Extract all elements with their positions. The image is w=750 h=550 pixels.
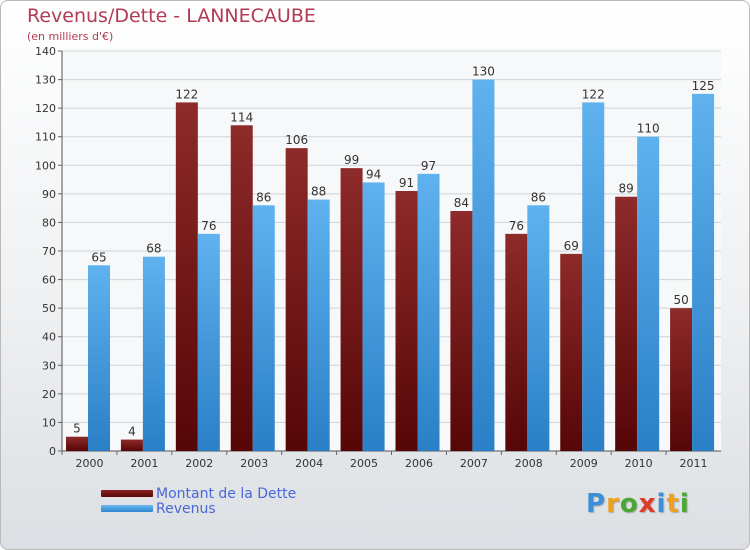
x-tick-label: 2000	[75, 457, 103, 470]
data-label-dette: 99	[344, 153, 359, 167]
x-tick-label: 2005	[350, 457, 378, 470]
y-tick-label: 10	[42, 416, 56, 429]
data-label-revenus: 110	[637, 122, 660, 136]
bar-dette	[450, 211, 473, 451]
legend-label-revenus: Revenus	[156, 500, 216, 517]
data-label-revenus: 86	[256, 190, 271, 204]
bar-revenus	[88, 265, 110, 451]
legend-item-dette: Montant de la Dette	[101, 485, 297, 502]
y-tick-label: 140	[35, 45, 56, 58]
legend: Montant de la Dette Revenus	[101, 485, 297, 517]
x-tick-label: 2007	[460, 457, 488, 470]
x-tick-label: 2002	[185, 457, 213, 470]
data-label-dette: 114	[230, 110, 253, 124]
y-tick-label: 50	[42, 302, 56, 315]
legend-label-dette: Montant de la Dette	[156, 485, 297, 502]
bar-dette	[560, 253, 583, 451]
bar-revenus	[582, 102, 605, 451]
bar-dette	[285, 148, 308, 451]
logo-letter: o	[619, 489, 639, 519]
logo-letter: i	[656, 489, 667, 519]
x-tick-label: 2001	[130, 457, 158, 470]
data-label-revenus: 130	[472, 65, 495, 79]
bar-dette	[670, 308, 693, 451]
data-label-dette: 91	[399, 176, 414, 190]
x-tick-label: 2003	[240, 457, 268, 470]
data-label-dette: 50	[673, 293, 688, 307]
bar-revenus	[252, 205, 275, 451]
y-tick-label: 60	[42, 274, 56, 287]
chart-title: Revenus/Dette - LANNECAUBE	[27, 5, 316, 27]
bar-revenus	[417, 173, 440, 451]
bar-dette	[615, 196, 638, 451]
y-tick-label: 90	[42, 188, 56, 201]
bar-revenus	[527, 205, 550, 451]
y-tick-label: 20	[42, 388, 56, 401]
y-tick-label: 120	[35, 102, 56, 115]
logo-letter: x	[638, 489, 657, 519]
data-label-revenus: 97	[421, 159, 436, 173]
data-label-dette: 76	[509, 219, 524, 233]
x-tick-label: 2006	[405, 457, 433, 470]
data-label-revenus: 125	[692, 79, 715, 93]
data-label-dette: 122	[175, 87, 198, 101]
y-tick-label: 100	[35, 159, 56, 172]
data-label-revenus: 122	[582, 87, 605, 101]
data-label-dette: 5	[73, 422, 81, 436]
y-tick-label: 80	[42, 216, 56, 229]
x-tick-label: 2009	[570, 457, 598, 470]
x-tick-label: 2011	[680, 457, 708, 470]
bar-dette	[66, 436, 88, 451]
bar-dette	[230, 125, 253, 452]
bar-dette	[395, 191, 418, 451]
data-label-dette: 84	[454, 196, 469, 210]
data-label-revenus: 65	[91, 250, 106, 264]
proxiti-logo: Proxiti	[586, 489, 690, 519]
bar-dette	[120, 439, 143, 451]
chart-subtitle: (en milliers d'€)	[27, 30, 114, 43]
x-tick-label: 2008	[515, 457, 543, 470]
bar-revenus	[692, 93, 715, 451]
y-tick-label: 70	[42, 245, 56, 258]
legend-item-revenus: Revenus	[101, 500, 296, 517]
logo-letter: r	[606, 489, 620, 519]
bar-revenus	[362, 182, 385, 451]
bar-revenus	[307, 199, 330, 451]
data-label-revenus: 76	[201, 219, 216, 233]
data-label-revenus: 68	[146, 242, 161, 256]
logo-letter: P	[586, 489, 607, 519]
y-tick-label: 110	[35, 131, 56, 144]
data-label-revenus: 88	[311, 185, 326, 199]
data-label-revenus: 94	[366, 167, 381, 181]
bar-revenus	[142, 256, 165, 451]
logo-letter: i	[679, 489, 690, 519]
legend-swatch-revenus	[101, 505, 153, 512]
bar-revenus	[637, 136, 660, 451]
data-label-dette: 106	[285, 133, 308, 147]
y-tick-label: 0	[49, 445, 56, 458]
bar-revenus	[472, 79, 495, 452]
data-label-dette: 89	[619, 182, 634, 196]
bar-dette	[340, 168, 363, 451]
x-tick-label: 2010	[625, 457, 653, 470]
data-label-revenus: 86	[531, 190, 546, 204]
y-tick-label: 130	[35, 74, 56, 87]
bar-revenus	[197, 233, 220, 451]
data-label-dette: 4	[128, 425, 136, 439]
data-label-dette: 69	[564, 239, 579, 253]
y-tick-label: 30	[42, 359, 56, 372]
legend-swatch-dette	[101, 490, 153, 497]
y-tick-label: 40	[42, 331, 56, 344]
x-tick-label: 2004	[295, 457, 323, 470]
bar-dette	[505, 233, 528, 451]
bar-dette	[175, 102, 198, 451]
logo-letter: t	[666, 489, 680, 519]
